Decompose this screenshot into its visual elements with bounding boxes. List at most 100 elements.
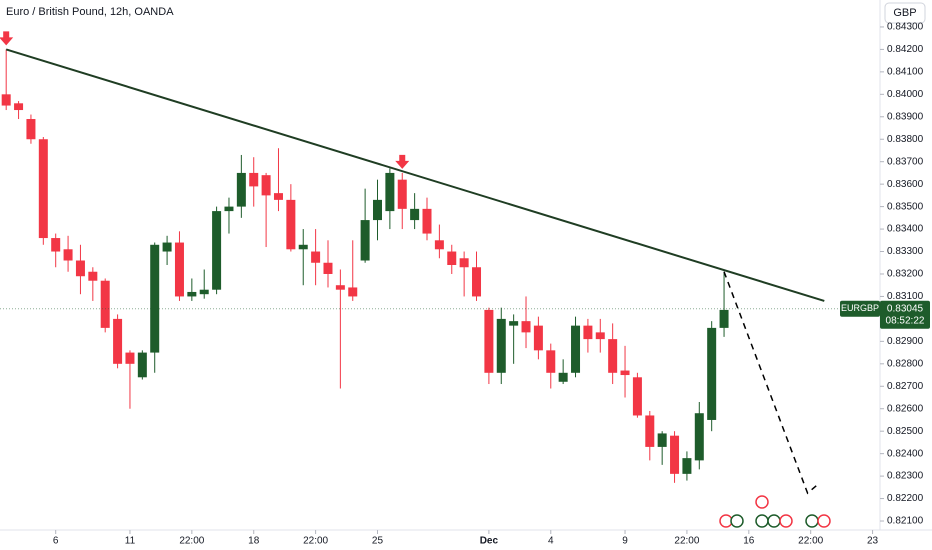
event-icon[interactable] — [730, 514, 744, 528]
candle-body — [261, 175, 271, 196]
event-icon[interactable] — [755, 514, 769, 528]
candle-body — [236, 172, 246, 207]
candle-body — [558, 372, 568, 382]
candle-body — [360, 220, 370, 261]
arrow-marker — [0, 31, 14, 46]
candle-body — [273, 193, 283, 200]
candle-body — [496, 318, 506, 373]
x-tick-label: 11 — [125, 536, 136, 547]
candle-body — [212, 211, 222, 290]
candle-body — [298, 244, 308, 250]
x-tick-label: 22:00 — [179, 536, 204, 547]
candle-body — [682, 458, 692, 474]
candle-body — [26, 119, 36, 140]
y-tick-label: 0.84000 — [887, 89, 924, 100]
trendline — [5, 48, 825, 302]
candle-body — [533, 325, 543, 351]
candle-body — [113, 318, 123, 364]
event-icons — [719, 495, 831, 528]
candle-body — [509, 321, 519, 326]
y-tick-label: 0.82200 — [887, 493, 924, 504]
event-icon[interactable] — [719, 514, 733, 528]
currency-label[interactable]: GBP — [893, 7, 916, 19]
event-icon[interactable] — [755, 495, 769, 509]
candle-body — [323, 262, 333, 274]
candle-body — [75, 260, 85, 277]
candle-body — [707, 327, 717, 420]
symbol-label: EURGBP — [841, 303, 879, 313]
candle-body — [521, 321, 531, 333]
event-icon[interactable] — [779, 514, 793, 528]
x-tick-label: 25 — [372, 536, 384, 547]
candle-body — [14, 103, 24, 111]
candle-body — [719, 309, 729, 328]
y-tick-label: 0.83200 — [887, 269, 924, 280]
candle-body — [187, 291, 197, 297]
candle-body — [422, 208, 432, 234]
last-price-label: 0.83045 — [887, 303, 924, 314]
event-icon[interactable] — [805, 514, 819, 528]
currency-button[interactable] — [884, 2, 926, 24]
chart-title: Euro / British Pound, 12h, OANDA — [6, 6, 174, 18]
candle-body — [150, 244, 160, 353]
plot — [0, 31, 880, 495]
y-tick-label: 0.82100 — [887, 516, 924, 527]
countdown-label: 08:52:22 — [886, 315, 925, 326]
candle-body — [224, 206, 234, 212]
x-tick-label: Dec — [480, 536, 499, 547]
projection-line — [723, 271, 819, 495]
y-tick-label: 0.83500 — [887, 201, 924, 212]
candle-body — [137, 352, 147, 378]
candle-body — [694, 413, 704, 461]
y-tick-label: 0.82700 — [887, 381, 924, 392]
candle-body — [434, 240, 444, 250]
candle-body — [546, 350, 556, 373]
candle-body — [335, 285, 345, 290]
candle-body — [670, 435, 680, 474]
y-tick-label: 0.82400 — [887, 448, 924, 459]
y-tick-label: 0.83100 — [887, 291, 924, 302]
y-tick-label: 0.82900 — [887, 336, 924, 347]
y-tick-label: 0.84300 — [887, 22, 924, 33]
candle-body — [472, 267, 482, 297]
symbol-tag — [840, 300, 880, 317]
x-tick-label: 9 — [622, 536, 628, 547]
y-tick-label: 0.82500 — [887, 426, 924, 437]
y-tick-label: 0.83900 — [887, 111, 924, 122]
y-tick-label: 0.84100 — [887, 67, 924, 78]
candle-body — [162, 242, 172, 252]
candle-body — [372, 199, 382, 221]
candle-body — [397, 179, 407, 209]
candle-body — [657, 433, 667, 447]
candle-body — [311, 251, 321, 263]
event-icon[interactable] — [817, 514, 831, 528]
candle-body — [484, 309, 494, 373]
x-tick-label: 22:00 — [798, 536, 823, 547]
candle-body — [174, 242, 184, 297]
candle-body — [348, 287, 358, 297]
candle-body — [51, 238, 61, 252]
candle-body — [1, 94, 11, 106]
y-tick-label: 0.82300 — [887, 471, 924, 482]
x-tick-label: 22:00 — [303, 536, 328, 547]
event-icon[interactable] — [767, 514, 781, 528]
y-tick-label: 0.83600 — [887, 179, 924, 190]
candle-body — [645, 415, 655, 447]
x-tick-label: 4 — [548, 536, 554, 547]
y-tick-label: 0.82800 — [887, 358, 924, 369]
candle-body — [447, 251, 457, 265]
x-tick-label: 6 — [53, 536, 59, 547]
y-tick-label: 0.83800 — [887, 134, 924, 145]
candle-body — [595, 332, 605, 340]
candle-body — [459, 258, 469, 268]
x-tick-label: 16 — [743, 536, 755, 547]
arrow-marker — [395, 154, 410, 169]
x-tick-label: 18 — [248, 536, 260, 547]
candle-body — [385, 172, 395, 212]
candle-body — [583, 325, 593, 340]
y-tick-label: 0.82600 — [887, 403, 924, 414]
candle-body — [88, 271, 98, 281]
candle-body — [620, 370, 630, 376]
